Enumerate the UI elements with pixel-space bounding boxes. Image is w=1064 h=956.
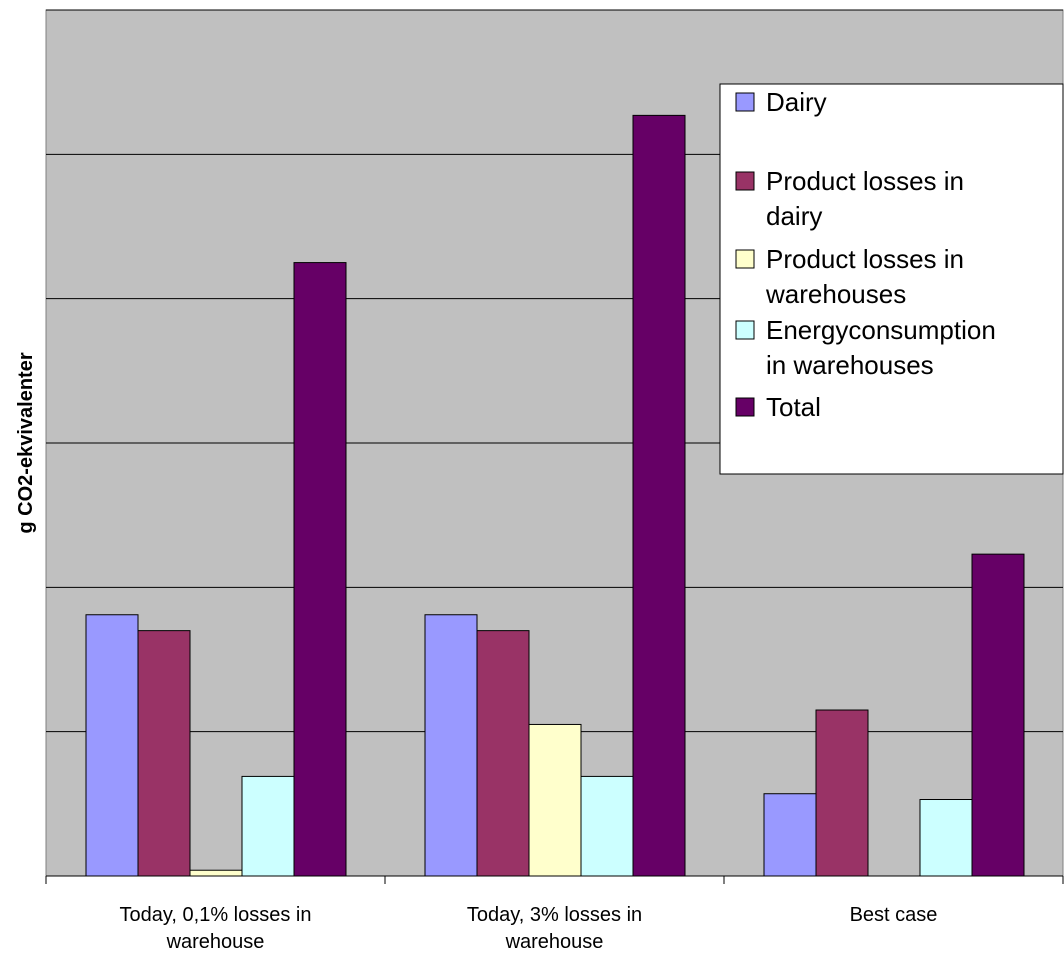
legend-swatch <box>735 397 755 417</box>
bar-product-losses-in-dairy-2 <box>815 709 869 877</box>
gridlines <box>46 9 1063 733</box>
bar-total-2 <box>971 553 1025 877</box>
x-tick-label: Today, 3% losses in warehouse <box>467 904 642 953</box>
legend-box <box>719 83 1064 475</box>
x-tick-label: Today, 0,1% losses in warehouse <box>120 904 312 953</box>
legend-swatch <box>735 92 755 112</box>
x-axis-labels: Today, 0,1% losses in warehouse Today, 3% … <box>120 904 938 953</box>
legend-label: Total <box>766 392 821 422</box>
legend-label: Product losses in dairy <box>766 166 964 231</box>
bar-product-losses-in-warehouses-1 <box>528 723 582 877</box>
bar-dairy-1 <box>424 614 478 877</box>
bar-product-losses-in-warehouses-0 <box>189 869 243 877</box>
bar-total-0 <box>293 262 347 877</box>
x-axis-ticks <box>45 876 1064 884</box>
bar-dairy-2 <box>763 793 817 877</box>
bars <box>85 114 1025 877</box>
legend-swatch <box>735 320 755 340</box>
legend-swatch <box>735 171 755 191</box>
legend-swatch <box>735 249 755 269</box>
bar-product-losses-in-dairy-1 <box>476 630 530 877</box>
legend-label: Product losses in warehouses <box>765 244 964 309</box>
bar-total-1 <box>632 114 686 877</box>
x-tick-label: Best case <box>850 904 938 926</box>
bar-energyconsumption-in-warehouses-1 <box>580 775 634 877</box>
legend-label: Dairy <box>766 87 827 117</box>
bar-product-losses-in-dairy-0 <box>137 630 191 877</box>
bar-energyconsumption-in-warehouses-0 <box>241 775 295 877</box>
bar-dairy-0 <box>85 614 139 877</box>
bar-energyconsumption-in-warehouses-2 <box>919 799 973 877</box>
y-axis-label: g CO2-ekvivalenter <box>15 352 37 533</box>
legend-label: Energyconsumption in warehouses <box>766 315 996 380</box>
legend: Dairy Product losses in dairy Product losse… <box>719 83 1064 475</box>
